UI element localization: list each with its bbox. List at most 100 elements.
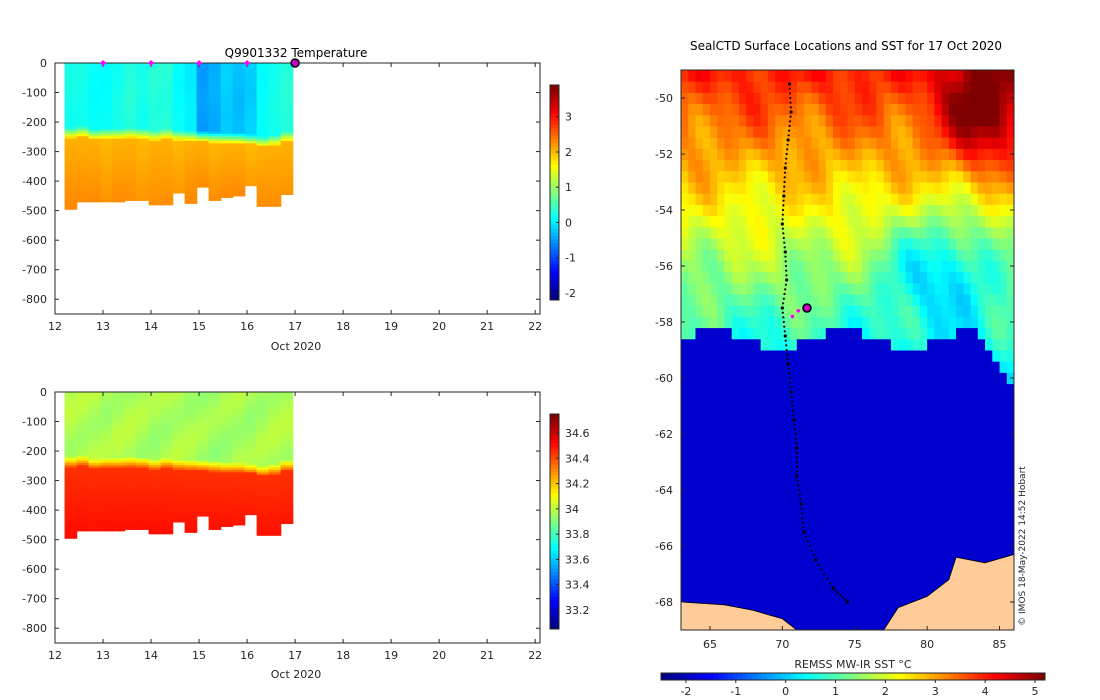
salinity-cell xyxy=(268,443,282,447)
sst-cell xyxy=(934,338,943,351)
sst-cell xyxy=(688,462,696,474)
sst-cell xyxy=(782,406,791,418)
temperature-cell xyxy=(256,192,270,196)
sst-cell xyxy=(905,562,914,575)
sst-cell xyxy=(890,70,899,82)
salinity-cell xyxy=(124,425,138,429)
temperature-cell xyxy=(64,96,78,100)
sst-cell xyxy=(927,529,935,541)
salinity-x-tick-label: 21 xyxy=(480,649,494,662)
sst-cell xyxy=(919,439,928,452)
temperature-cell xyxy=(124,169,138,173)
sst-cell xyxy=(738,249,747,261)
temperature-cell xyxy=(160,200,174,203)
sst-cell xyxy=(811,159,820,172)
sst-cell xyxy=(681,338,689,351)
temperature-cell xyxy=(256,133,270,137)
track-point xyxy=(783,330,786,333)
sst-cell xyxy=(796,585,805,597)
sst-cell xyxy=(695,394,704,407)
salinity-cell xyxy=(64,394,78,398)
salinity-cell xyxy=(88,477,102,481)
temperature-cell xyxy=(136,112,150,116)
sst-cell xyxy=(833,383,841,396)
salinity-cell xyxy=(280,432,294,436)
sst-cell xyxy=(825,450,834,463)
temperature-cell xyxy=(256,159,270,163)
sst-cell xyxy=(796,249,805,261)
longitude-axis: 65 70 75 80 85 xyxy=(703,626,1007,651)
sst-cell xyxy=(709,551,718,564)
salinity-cell xyxy=(208,467,222,471)
sst-cell xyxy=(724,327,733,340)
sst-cell xyxy=(789,529,798,541)
temperature-cell xyxy=(76,79,90,83)
sst-cell xyxy=(1006,170,1014,183)
sst-cell xyxy=(825,238,834,250)
salinity-cell xyxy=(196,446,210,450)
sst-cell xyxy=(717,394,725,407)
temperature-cell xyxy=(268,197,282,201)
sst-cell xyxy=(818,406,827,418)
temperature-cell xyxy=(232,98,246,102)
sst-cell xyxy=(948,305,957,317)
sst-cell xyxy=(963,417,972,429)
sst-cell xyxy=(890,338,899,351)
sst-cell xyxy=(767,215,776,228)
temperature-cell xyxy=(280,159,294,163)
sst-cell xyxy=(869,170,877,183)
sst-cell xyxy=(746,271,754,284)
sst-cell xyxy=(898,338,906,351)
sst-cell xyxy=(702,540,711,553)
temperature-cell xyxy=(88,174,102,177)
track-point xyxy=(785,348,788,352)
salinity-cell xyxy=(124,415,138,419)
sst-cell xyxy=(709,439,718,452)
sst-cell xyxy=(833,294,841,306)
temperature-cell xyxy=(112,70,126,74)
salinity-cell xyxy=(160,510,174,514)
salinity-cell xyxy=(112,417,126,421)
temperature-colorbar-swatch xyxy=(550,192,559,197)
salinity-cell xyxy=(268,493,282,497)
temperature-cell xyxy=(220,107,234,111)
salinity-cell xyxy=(184,415,198,419)
sst-cell xyxy=(753,215,762,228)
sst-cell xyxy=(898,596,906,609)
sst-cell xyxy=(905,540,914,553)
temperature-cell xyxy=(136,79,150,83)
sst-cell xyxy=(970,506,979,519)
temperature-cell xyxy=(232,63,246,66)
sst-cell xyxy=(876,170,885,183)
temperature-cell xyxy=(232,91,246,95)
salinity-cell xyxy=(76,500,90,504)
track-point xyxy=(795,446,799,450)
sst-cell xyxy=(854,506,863,519)
sst-cell xyxy=(898,518,906,530)
sst-cell xyxy=(724,282,733,295)
salinity-cell xyxy=(124,453,138,457)
salinity-colorbar-swatch xyxy=(550,550,559,555)
sst-cell xyxy=(905,170,914,183)
sst-cell xyxy=(753,574,762,586)
sst-cell xyxy=(724,406,733,418)
temperature-x-tick-label: 14 xyxy=(144,320,158,333)
sst-cell xyxy=(977,462,986,474)
salinity-cell xyxy=(172,415,186,419)
sst-cell xyxy=(956,305,964,317)
sst-cell xyxy=(731,114,740,127)
track-point xyxy=(788,129,791,132)
temperature-cell xyxy=(148,107,162,111)
temperature-cell xyxy=(184,166,198,170)
salinity-cell xyxy=(160,474,174,478)
temperature-cell xyxy=(148,77,162,81)
temperature-cell xyxy=(232,65,246,69)
sst-cell xyxy=(985,450,993,463)
salinity-cell xyxy=(172,507,186,511)
salinity-cell xyxy=(196,474,210,478)
salinity-cell xyxy=(244,399,258,403)
sst-cell xyxy=(724,495,733,508)
sst-cell xyxy=(811,193,820,205)
sst-cell xyxy=(688,417,696,429)
sst-cell xyxy=(709,338,718,351)
